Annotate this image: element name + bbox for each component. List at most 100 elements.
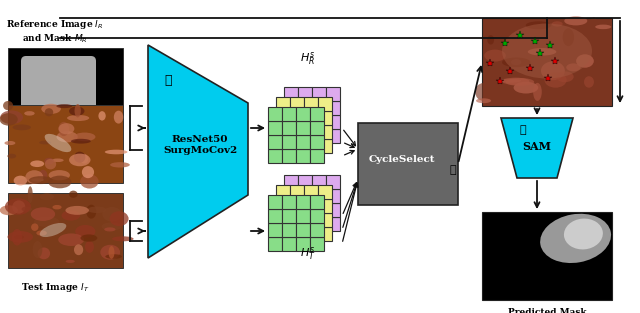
Ellipse shape — [58, 122, 69, 136]
Bar — [276, 199, 290, 213]
Ellipse shape — [476, 98, 491, 103]
Ellipse shape — [17, 179, 36, 184]
Bar — [298, 115, 312, 129]
Bar — [304, 97, 318, 111]
Bar — [8, 105, 123, 183]
Bar — [326, 175, 340, 189]
Ellipse shape — [22, 207, 32, 212]
Bar — [298, 203, 312, 217]
Bar — [298, 189, 312, 203]
Bar — [310, 149, 324, 163]
Text: $H_R^s$: $H_R^s$ — [301, 50, 316, 67]
Bar — [8, 193, 123, 268]
Ellipse shape — [58, 123, 74, 134]
Ellipse shape — [484, 49, 506, 62]
Ellipse shape — [80, 154, 88, 164]
Bar — [304, 199, 318, 213]
Bar — [312, 203, 326, 217]
Text: 🔥: 🔥 — [450, 165, 456, 175]
Ellipse shape — [38, 170, 47, 181]
Ellipse shape — [34, 217, 60, 227]
Ellipse shape — [80, 174, 99, 188]
Ellipse shape — [28, 186, 33, 203]
Ellipse shape — [13, 125, 31, 130]
Ellipse shape — [595, 25, 611, 29]
Ellipse shape — [499, 79, 521, 83]
Bar — [310, 195, 324, 209]
Ellipse shape — [81, 234, 97, 242]
Ellipse shape — [576, 54, 594, 68]
Ellipse shape — [525, 21, 551, 29]
Bar — [318, 213, 332, 227]
Bar — [304, 185, 318, 199]
Ellipse shape — [0, 205, 18, 215]
Bar — [290, 213, 304, 227]
Ellipse shape — [71, 139, 91, 144]
Ellipse shape — [540, 214, 611, 263]
Bar — [268, 135, 282, 149]
Bar — [296, 121, 310, 135]
Ellipse shape — [52, 205, 61, 209]
Text: Test Image $I_T$: Test Image $I_T$ — [20, 281, 89, 294]
Bar — [296, 149, 310, 163]
Ellipse shape — [563, 90, 587, 99]
Bar — [310, 107, 324, 121]
Ellipse shape — [109, 246, 115, 259]
Ellipse shape — [566, 64, 580, 71]
Bar — [282, 135, 296, 149]
Ellipse shape — [564, 16, 588, 25]
Bar — [298, 217, 312, 231]
Ellipse shape — [40, 193, 54, 200]
Text: ResNet50
SurgMoCov2: ResNet50 SurgMoCov2 — [163, 135, 237, 155]
Bar — [310, 237, 324, 251]
Ellipse shape — [476, 83, 492, 101]
Ellipse shape — [58, 233, 84, 246]
Text: Reference Image $I_R$
and Mask $M_R$: Reference Image $I_R$ and Mask $M_R$ — [6, 18, 104, 45]
Bar — [304, 227, 318, 241]
Ellipse shape — [598, 41, 605, 58]
Ellipse shape — [69, 154, 90, 166]
Ellipse shape — [102, 223, 121, 231]
Ellipse shape — [105, 150, 127, 154]
Ellipse shape — [85, 241, 94, 253]
Ellipse shape — [36, 230, 47, 236]
Bar — [318, 111, 332, 125]
FancyBboxPatch shape — [21, 56, 96, 118]
Bar — [326, 101, 340, 115]
Bar — [276, 125, 290, 139]
Bar — [296, 237, 310, 251]
Bar — [282, 149, 296, 163]
Bar — [318, 97, 332, 111]
Bar — [284, 115, 298, 129]
Ellipse shape — [112, 236, 134, 241]
Ellipse shape — [45, 159, 56, 169]
Bar — [268, 149, 282, 163]
Bar — [282, 195, 296, 209]
Ellipse shape — [502, 78, 529, 85]
Bar — [298, 101, 312, 115]
Ellipse shape — [30, 161, 44, 167]
Bar — [310, 135, 324, 149]
Bar — [8, 48, 123, 128]
Bar — [282, 223, 296, 237]
Ellipse shape — [106, 254, 122, 259]
Bar — [268, 107, 282, 121]
Ellipse shape — [104, 227, 115, 231]
Ellipse shape — [528, 48, 556, 55]
Ellipse shape — [66, 260, 75, 263]
Bar — [310, 223, 324, 237]
Bar — [276, 139, 290, 153]
Ellipse shape — [87, 207, 106, 213]
Bar — [326, 129, 340, 143]
Ellipse shape — [5, 198, 31, 215]
Bar — [284, 175, 298, 189]
Bar — [276, 213, 290, 227]
Ellipse shape — [39, 141, 51, 144]
Bar — [290, 185, 304, 199]
Ellipse shape — [45, 108, 53, 116]
Ellipse shape — [45, 134, 71, 152]
Bar — [318, 185, 332, 199]
Bar — [304, 213, 318, 227]
Bar — [310, 121, 324, 135]
Bar — [326, 87, 340, 101]
